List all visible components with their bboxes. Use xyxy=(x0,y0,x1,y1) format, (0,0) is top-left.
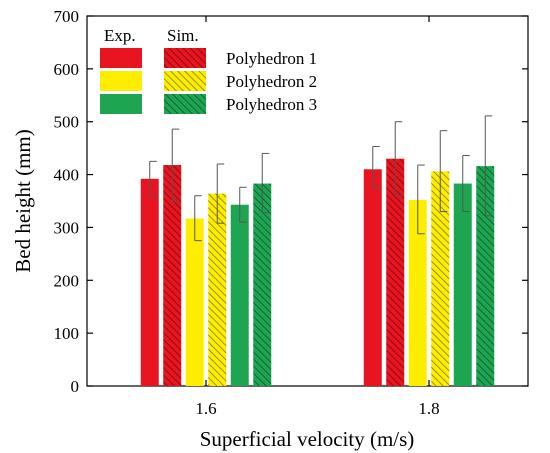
bar xyxy=(386,158,405,386)
bar xyxy=(140,178,159,386)
legend-swatch-exp xyxy=(100,94,142,114)
y-tick-label: 200 xyxy=(54,271,80,290)
x-tick-label: 1.8 xyxy=(418,399,439,418)
bar xyxy=(476,166,495,386)
plot-border xyxy=(86,15,529,387)
bar xyxy=(163,165,182,386)
legend-swatch-exp xyxy=(100,48,142,68)
bar xyxy=(185,218,204,386)
bar xyxy=(230,204,249,386)
legend-swatch-sim xyxy=(164,71,206,91)
bar xyxy=(408,199,427,386)
bar xyxy=(363,169,382,386)
y-axis: 0 100 200 300 400 500 600 700 xyxy=(54,7,528,396)
legend-header-sim: Sim. xyxy=(167,26,199,45)
bar xyxy=(453,183,472,386)
bar xyxy=(208,193,227,386)
y-tick-label: 500 xyxy=(54,113,80,132)
legend-header-exp: Exp. xyxy=(104,26,136,45)
bar-series-group xyxy=(140,158,495,386)
legend-entry-label: Polyhedron 2 xyxy=(226,72,317,91)
legend: Exp. Sim. Polyhedron 1 Polyhedron 2 Polyhedr… xyxy=(100,26,317,114)
y-axis-label: Bed height (mm) xyxy=(11,129,35,272)
error-bar-group xyxy=(149,115,493,242)
y-tick-label: 600 xyxy=(54,60,80,79)
legend-swatch-sim xyxy=(164,48,206,68)
x-tick-label: 1.6 xyxy=(195,399,216,418)
plot-frame xyxy=(86,15,529,387)
legend-swatch-sim xyxy=(164,94,206,114)
x-axis: 1.6 1.8 xyxy=(195,16,440,418)
legend-entry-label: Polyhedron 1 xyxy=(226,49,317,68)
y-tick-label: 400 xyxy=(54,166,80,185)
y-tick-label: 100 xyxy=(54,324,80,343)
y-tick-label: 700 xyxy=(54,7,80,26)
y-tick-label: 0 xyxy=(71,377,80,396)
legend-entry-label: Polyhedron 3 xyxy=(226,95,317,114)
x-axis-label: Superficial velocity (m/s) xyxy=(200,427,415,451)
bar xyxy=(253,183,272,386)
bar xyxy=(431,171,450,386)
legend-swatch-exp xyxy=(100,71,142,91)
y-tick-label: 300 xyxy=(54,218,80,237)
